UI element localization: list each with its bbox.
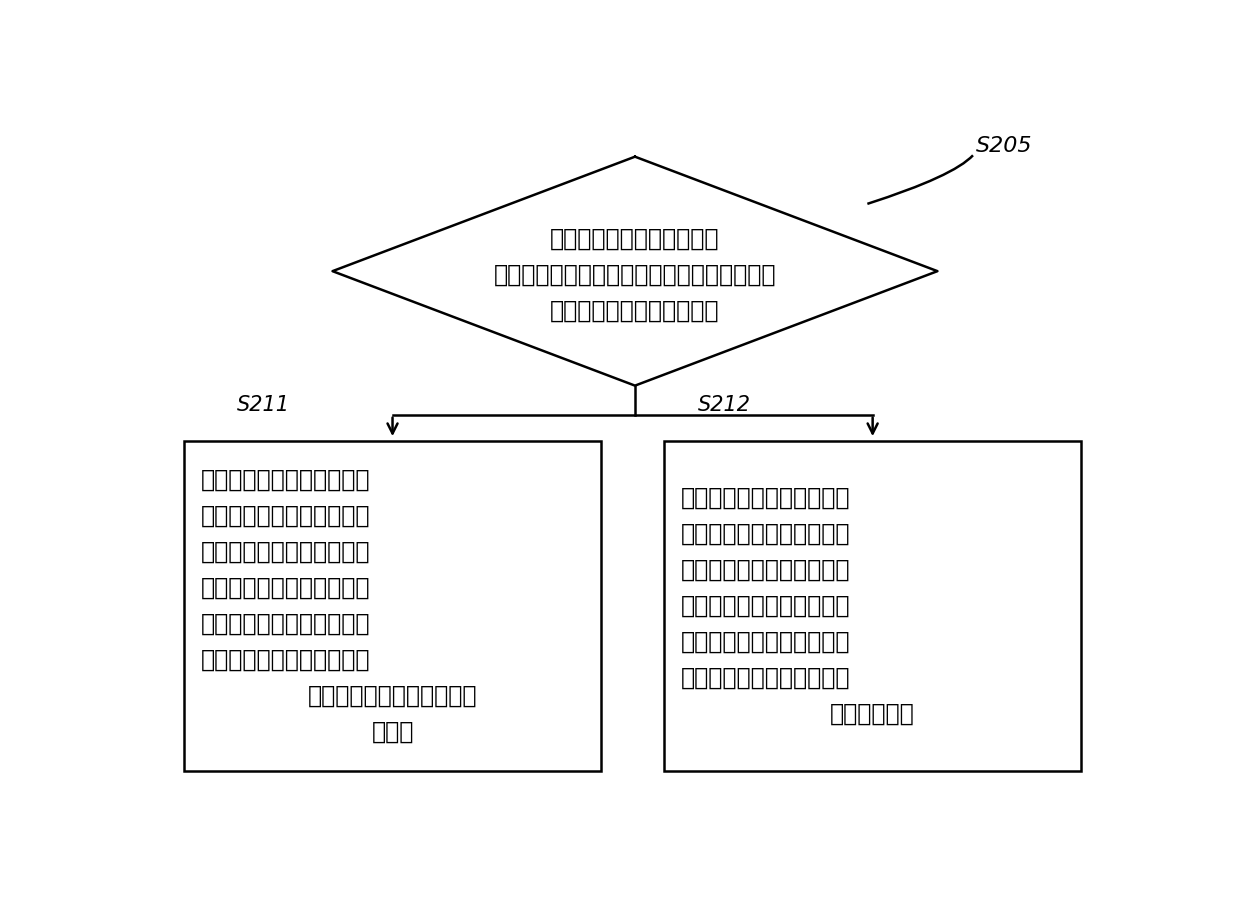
Text: ，地面湿度小于第一预设值: ，地面湿度小于第一预设值 [201,612,370,636]
Text: 将衣物干燥的提示信息发送: 将衣物干燥的提示信息发送 [681,558,851,582]
Text: 至空气处理设备的显示界面: 至空气处理设备的显示界面 [681,594,851,618]
Text: 衣物湿度小于第一预设值，: 衣物湿度小于第一预设值， [201,504,370,528]
Text: 衣物湿度小于第一预设值，: 衣物湿度小于第一预设值， [681,522,851,546]
Text: 向为向下模式: 向为向下模式 [830,702,916,726]
Text: 至空气处理设备的显示界面: 至空气处理设备的显示界面 [201,576,370,600]
Text: S211: S211 [237,395,290,414]
Text: 将衣物干燥的提示信息发送: 将衣物干燥的提示信息发送 [201,540,370,564]
Text: 当检测到的衣物湿度信息为: 当检测到的衣物湿度信息为 [681,486,851,510]
Text: 信息与第一预设值进行对比: 信息与第一预设值进行对比 [550,299,720,323]
Text: ，地面湿度大于第一预设值: ，地面湿度大于第一预设值 [681,630,851,654]
Text: 将空气处理设备关闭室外烘: 将空气处理设备关闭室外烘 [307,684,477,708]
Bar [664,441,1082,770]
Text: 干模式: 干模式 [372,720,414,744]
Text: 时，根据接收到的关闭指令: 时，根据接收到的关闭指令 [201,648,370,672]
Text: S205: S205 [976,136,1032,156]
Bar [183,441,601,770]
Text: 时，选择烘干模式的送风方: 时，选择烘干模式的送风方 [681,666,851,690]
Text: 预设值及第二预设值进行对比，并将地面湿度: 预设值及第二预设值进行对比，并将地面湿度 [493,262,777,287]
Text: 将衣物湿度信息分别与第一: 将衣物湿度信息分别与第一 [550,226,720,250]
Text: 当检测到的衣物湿度信息为: 当检测到的衣物湿度信息为 [201,468,370,492]
Text: S212: S212 [698,395,751,414]
